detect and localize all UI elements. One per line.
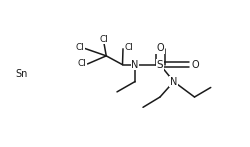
Text: Cl: Cl [125, 43, 134, 52]
Text: O: O [192, 60, 200, 70]
Text: N: N [131, 60, 139, 70]
Text: Sn: Sn [15, 69, 28, 78]
Text: N: N [170, 77, 177, 87]
Text: Cl: Cl [99, 35, 108, 44]
Text: Cl: Cl [78, 59, 86, 69]
Text: S: S [157, 60, 163, 70]
Text: Cl: Cl [75, 43, 84, 52]
Text: O: O [156, 43, 164, 53]
